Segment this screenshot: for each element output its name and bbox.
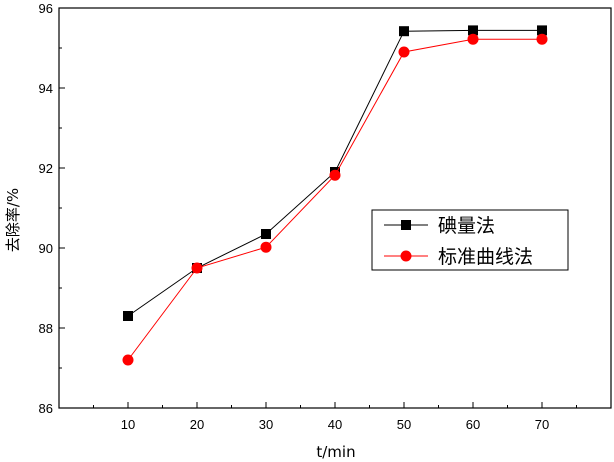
y-axis-title: 去除率/% bbox=[4, 188, 22, 252]
x-tick-label: 40 bbox=[328, 417, 342, 432]
data-point bbox=[260, 241, 272, 253]
axis-ticks bbox=[59, 7, 577, 409]
series-layer bbox=[122, 25, 548, 366]
legend-marker-iodometric bbox=[401, 220, 411, 230]
series-line bbox=[127, 38, 542, 361]
data-point bbox=[398, 46, 410, 58]
x-tick-label: 10 bbox=[121, 417, 135, 432]
plot-frame bbox=[58, 7, 612, 409]
data-point bbox=[536, 33, 548, 45]
y-tick-label: 90 bbox=[39, 241, 53, 256]
series-standard-curve bbox=[122, 33, 548, 366]
data-point bbox=[399, 26, 409, 37]
x-tick-label: 50 bbox=[397, 417, 411, 432]
data-point bbox=[261, 229, 271, 239]
legend: 碘量法 标准曲线法 bbox=[371, 209, 569, 271]
y-tick-label: 94 bbox=[39, 81, 53, 96]
legend-label-iodometric: 碘量法 bbox=[438, 215, 495, 237]
x-axis-title: t/min bbox=[316, 443, 355, 461]
data-point bbox=[329, 169, 341, 181]
data-point bbox=[191, 262, 203, 274]
y-tick-label: 88 bbox=[39, 321, 53, 336]
legend-marker-standard-curve bbox=[400, 250, 412, 262]
x-tick-label: 30 bbox=[259, 417, 273, 432]
y-tick-label: 92 bbox=[39, 161, 53, 176]
plot-border bbox=[58, 7, 612, 409]
y-tick-label: 86 bbox=[39, 401, 53, 416]
y-tick-label: 96 bbox=[39, 1, 53, 16]
x-tick-label: 60 bbox=[466, 417, 480, 432]
legend-label-standard-curve: 标准曲线法 bbox=[438, 246, 533, 268]
x-tick-label: 20 bbox=[190, 417, 204, 432]
data-point bbox=[123, 311, 133, 321]
data-point bbox=[122, 354, 134, 366]
x-tick-label: 70 bbox=[535, 417, 549, 432]
axis-tick-labels: 10 20 30 40 50 60 70 86 88 90 92 94 96 bbox=[39, 1, 550, 432]
data-point bbox=[537, 25, 547, 36]
data-point bbox=[467, 33, 479, 45]
data-point bbox=[468, 25, 478, 36]
